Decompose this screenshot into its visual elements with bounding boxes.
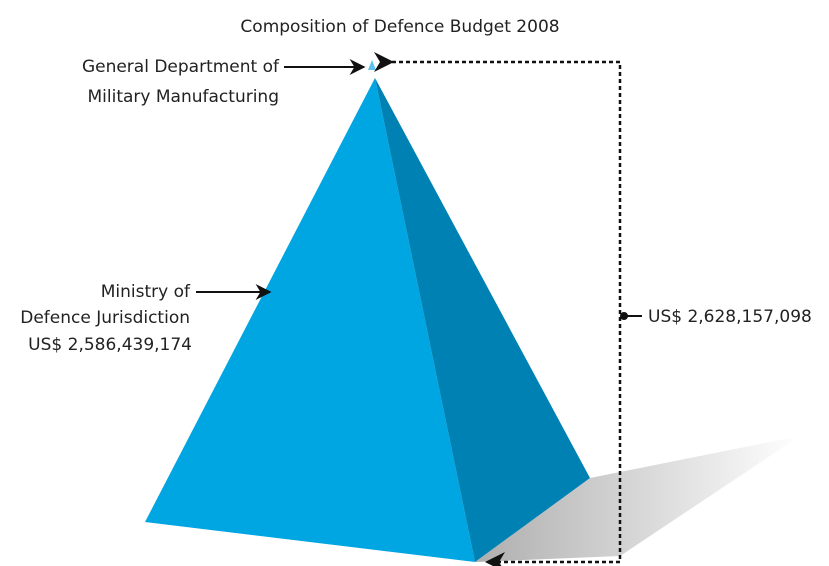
pyramid-cap	[368, 60, 376, 70]
shadow	[475, 436, 800, 562]
label-line: Military Manufacturing	[88, 87, 279, 107]
total-label: US$ 2,628,157,098	[648, 307, 812, 327]
bracket	[374, 52, 622, 566]
label-line: General Department of	[82, 57, 280, 77]
label-line: Defence Jurisdiction	[20, 308, 190, 328]
title: Composition of Defence Budget 2008	[240, 17, 559, 37]
connector-dot	[620, 312, 628, 320]
label-line: Ministry of	[101, 282, 191, 302]
label-value: US$ 2,586,439,174	[28, 335, 192, 355]
